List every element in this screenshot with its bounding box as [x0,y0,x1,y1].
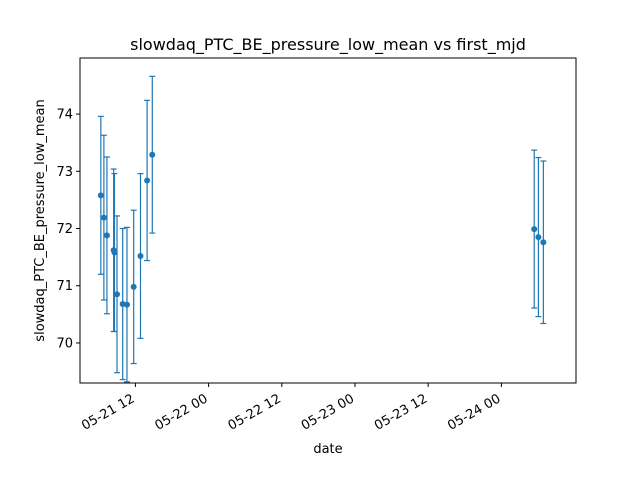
data-point [149,151,156,158]
data-point [137,252,144,259]
data-point [100,214,107,221]
y-axis-label: slowdaq_PTC_BE_pressure_low_mean [33,99,48,341]
x-axis-label: date [313,442,342,457]
y-tick-label: 74 [56,108,73,123]
data-point [103,232,110,239]
chart-title: slowdaq_PTC_BE_pressure_low_mean vs firs… [130,35,526,55]
y-axis: 70 71 72 73 74 [56,108,80,351]
data-point [114,291,121,298]
plot-frame [79,57,577,384]
y-tick-label: 72 [56,222,73,237]
data-point [97,192,104,199]
data-point [531,226,538,233]
y-tick-label: 71 [56,279,73,294]
data-marks [97,75,547,383]
data-point [123,301,130,308]
y-tick-label: 73 [56,165,73,180]
y-tick-label: 70 [56,336,73,351]
data-point [535,234,542,241]
data-point [540,239,547,246]
data-point [130,283,137,290]
data-point [144,177,151,184]
data-point [111,249,118,256]
